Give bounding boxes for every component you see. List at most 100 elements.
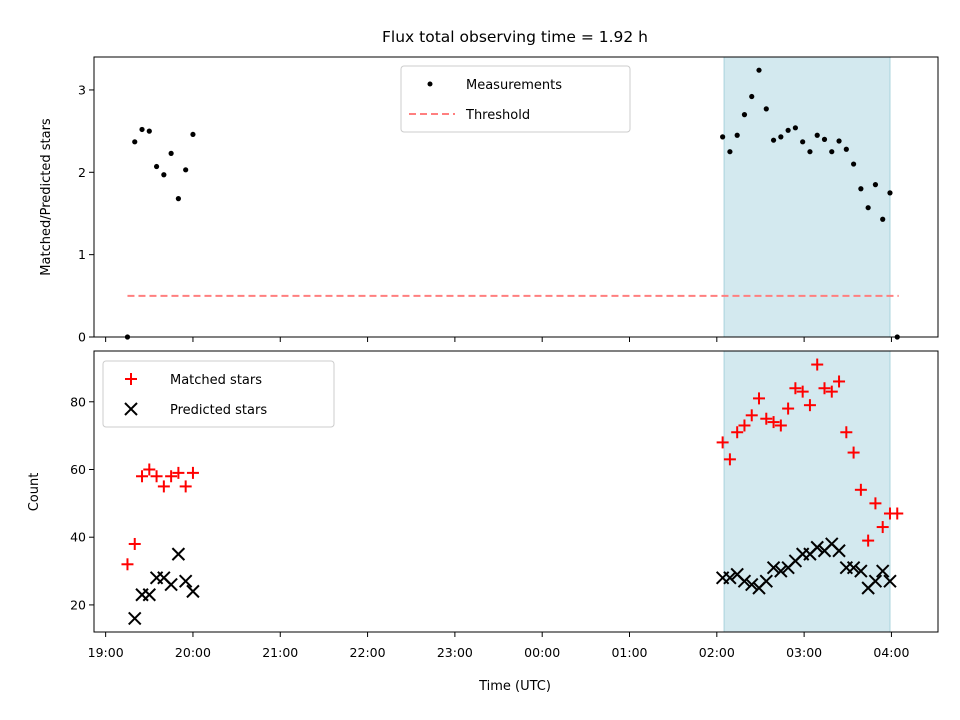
x-tick-label: 20:00 bbox=[175, 645, 211, 660]
measurement-point bbox=[778, 134, 784, 140]
x-tick-label: 22:00 bbox=[350, 645, 386, 660]
predicted-star-point bbox=[868, 574, 883, 588]
x-tick-label: 23:00 bbox=[437, 645, 473, 660]
predicted-star-point bbox=[737, 574, 752, 588]
matched-star-point bbox=[767, 416, 780, 429]
matched-star-point bbox=[833, 375, 846, 388]
x-tick-label: 01:00 bbox=[611, 645, 647, 660]
legend-predicted-marker bbox=[124, 402, 138, 416]
legend-measurements-label: Measurements bbox=[466, 78, 562, 93]
measurement-point bbox=[785, 127, 791, 133]
legend-matched-marker bbox=[125, 373, 137, 385]
predicted-star-point bbox=[875, 564, 890, 578]
predicted-star-point bbox=[745, 577, 759, 592]
predicted-star-point bbox=[128, 611, 142, 626]
matched-star-point bbox=[143, 463, 156, 476]
matched-star-point bbox=[165, 470, 178, 483]
y-tick-label: 1 bbox=[78, 247, 86, 262]
top-axes-frame bbox=[93, 56, 939, 338]
shaded-interval-rect bbox=[723, 56, 891, 338]
measurement-point bbox=[843, 146, 849, 152]
matched-star-point bbox=[818, 382, 831, 395]
y-tick-label: 40 bbox=[70, 530, 86, 545]
measurement-point bbox=[161, 172, 167, 178]
predicted-star-point bbox=[759, 574, 773, 588]
matched-star-point bbox=[731, 426, 744, 439]
y-tick-label: 60 bbox=[70, 462, 86, 477]
predicted-star-point bbox=[832, 544, 846, 558]
measurement-point bbox=[190, 131, 196, 138]
bottom-legend-box bbox=[102, 360, 335, 428]
measurement-point bbox=[821, 136, 828, 142]
matched-star-point bbox=[121, 558, 134, 571]
measurement-point bbox=[749, 93, 755, 100]
measurement-point bbox=[153, 163, 160, 170]
measurement-point bbox=[168, 150, 174, 156]
x-tick-label: 21:00 bbox=[262, 645, 298, 660]
matched-star-point bbox=[847, 446, 860, 459]
legend-matched-label: Matched stars bbox=[170, 373, 262, 388]
measurement-point bbox=[872, 182, 879, 188]
matched-star-point bbox=[803, 399, 816, 412]
measurement-point bbox=[720, 134, 726, 140]
matched-star-point bbox=[891, 507, 904, 520]
measurement-point bbox=[132, 139, 138, 145]
predicted-star-point bbox=[766, 560, 781, 575]
matched-star-point bbox=[782, 402, 795, 415]
top-y-axis-label: Matched/Predicted stars bbox=[39, 118, 54, 276]
measurement-point bbox=[763, 106, 769, 112]
matched-star-point bbox=[128, 537, 141, 550]
top-shaded-interval bbox=[723, 56, 891, 338]
matched-star-point bbox=[172, 466, 185, 479]
matched-star-point bbox=[811, 358, 824, 371]
bottom-y-axis-label: Count bbox=[27, 473, 42, 512]
measurement-point bbox=[175, 196, 181, 202]
predicted-star-point bbox=[810, 540, 824, 555]
measurement-point bbox=[734, 132, 740, 138]
measurement-point bbox=[865, 205, 871, 211]
measurement-point bbox=[814, 132, 820, 138]
matched-star-point bbox=[825, 385, 838, 398]
matched-star-point bbox=[745, 409, 758, 422]
matched-star-point bbox=[738, 419, 751, 432]
matched-star-point bbox=[753, 392, 766, 405]
top-x-ticks bbox=[105, 337, 892, 342]
matched-star-point bbox=[760, 412, 773, 425]
measurement-point bbox=[851, 161, 857, 167]
top-panel: 0 1 2 3 Matched/Predicted stars Measurement… bbox=[39, 56, 939, 345]
matched-star-point bbox=[150, 470, 163, 483]
matched-star-point bbox=[789, 382, 802, 395]
x-tick-label: 00:00 bbox=[524, 645, 560, 660]
measurement-point bbox=[146, 128, 152, 134]
legend-measurements-marker bbox=[427, 81, 433, 87]
bottom-axes-frame bbox=[93, 350, 939, 633]
matched-star-point bbox=[186, 466, 199, 479]
matched-star-point bbox=[869, 497, 882, 510]
measurement-point bbox=[741, 112, 748, 118]
matched-star-point bbox=[179, 480, 192, 493]
matched-star-point bbox=[157, 480, 170, 493]
measurement-point bbox=[770, 137, 777, 143]
x-tick-label: 02:00 bbox=[699, 645, 735, 660]
bottom-plot-marks bbox=[121, 358, 904, 626]
x-tick-label: 04:00 bbox=[873, 645, 909, 660]
top-legend: Measurements Threshold bbox=[400, 65, 631, 133]
bottom-y-ticks: 20 40 60 80 bbox=[70, 394, 94, 612]
measurement-point bbox=[756, 67, 762, 73]
top-plot-marks bbox=[124, 67, 900, 340]
predicted-star-point bbox=[178, 574, 193, 588]
predicted-star-point bbox=[723, 571, 737, 585]
x-axis-label: Time (UTC) bbox=[478, 679, 551, 694]
measurement-point bbox=[887, 190, 893, 196]
y-tick-label: 0 bbox=[78, 330, 86, 345]
measurement-point bbox=[880, 216, 886, 222]
measurement-point bbox=[858, 186, 864, 192]
measurement-point bbox=[139, 126, 145, 133]
predicted-star-point bbox=[774, 564, 788, 578]
matched-star-point bbox=[840, 426, 853, 439]
predicted-star-point bbox=[854, 564, 868, 578]
y-tick-label: 20 bbox=[70, 597, 86, 612]
matched-star-point bbox=[716, 436, 729, 449]
bottom-legend: Matched stars Predicted stars bbox=[102, 360, 335, 428]
